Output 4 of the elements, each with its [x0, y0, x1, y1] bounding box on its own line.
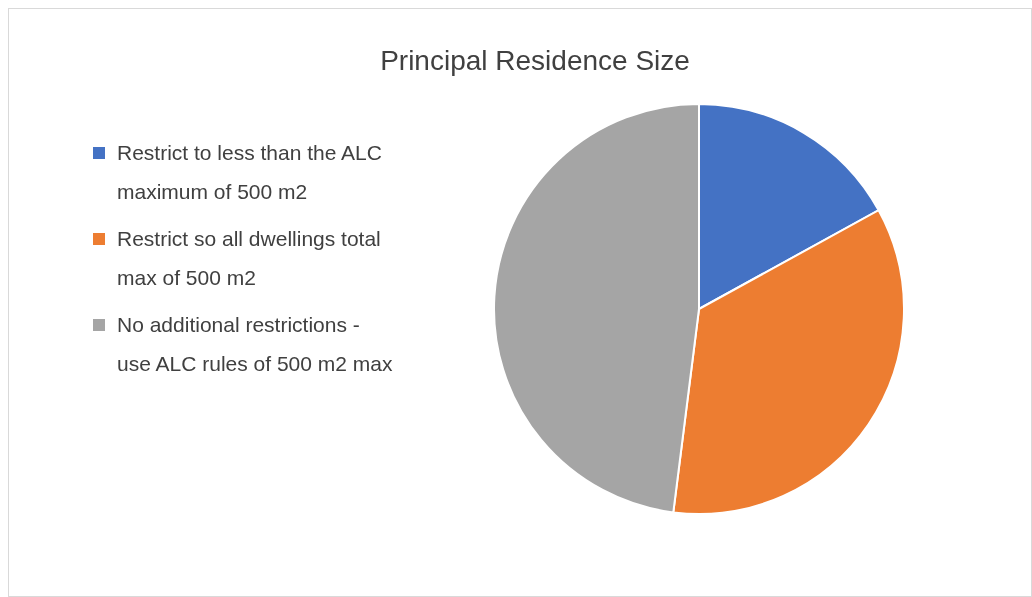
chart-title: Principal Residence Size	[379, 45, 691, 77]
legend-label: Restrict to less than the ALC maximum of 500 m2	[117, 140, 383, 205]
legend-label: Restrict so all dwellings total max of 500 m2	[117, 226, 382, 291]
legend-label: No additional restrictions - use ALC rules of 500 m2 max	[117, 312, 393, 377]
